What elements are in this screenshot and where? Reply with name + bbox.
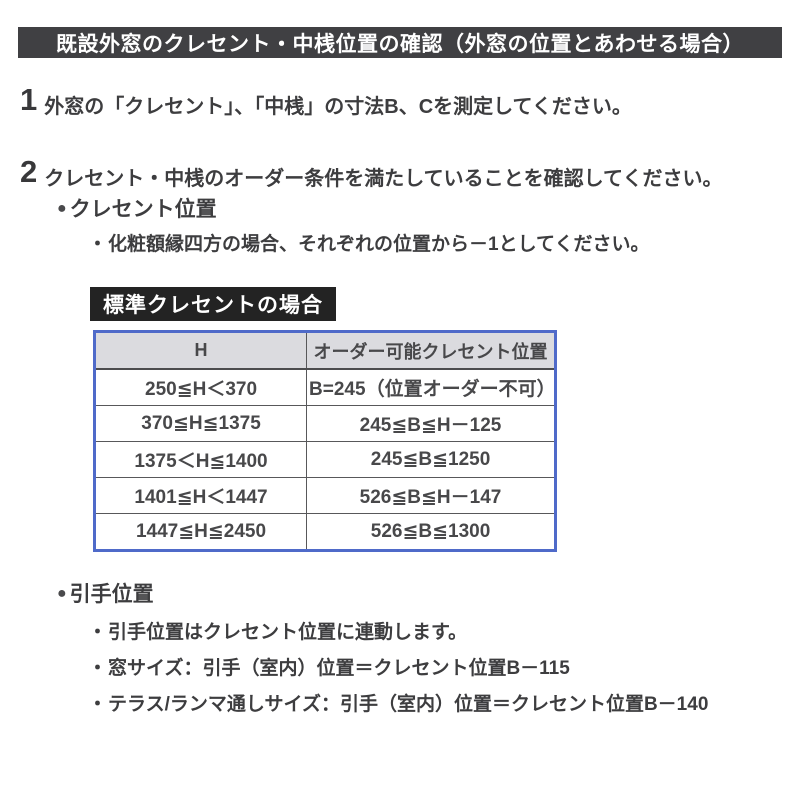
handle-note: ・引手位置はクレセント位置に連動します。 (88, 617, 467, 644)
table-row: 250≦H＜370 B=245（位置オーダー不可） (93, 368, 556, 406)
bullet-icon: ● (57, 585, 67, 602)
table-cell-order: 526≦B≦H－147 (306, 477, 556, 514)
handle-note-text: テラス/ランマ通しサイズ：引手（室内）位置＝クレセント位置B－140 (108, 694, 709, 715)
step-1: 1 外窓の「クレセント」、「中桟」の寸法B、Cを測定してください。 (20, 84, 632, 119)
table-cell-h: 370≦H≦1375 (93, 405, 308, 442)
table-cell-h: 250≦H＜370 (93, 368, 308, 406)
step-2-number: 2 (20, 154, 38, 189)
handle-note: ・窓サイズ：引手（室内）位置＝クレセント位置B－115 (88, 653, 570, 680)
step-1-text: 外窓の「クレセント」、「中桟」の寸法B、Cを測定してください。 (44, 96, 632, 118)
crescent-position-table: H オーダー可能クレセント位置 250≦H＜370 B=245（位置オーダー不可… (93, 330, 557, 552)
sub-bullet-icon: ・ (88, 622, 108, 643)
table-header-row: H オーダー可能クレセント位置 (93, 331, 556, 370)
table-header-h: H (93, 331, 308, 370)
table-header-order: オーダー可能クレセント位置 (306, 331, 556, 370)
crescent-position-note: ・化粧額縁四方の場合、それぞれの位置から－1としてください。 (88, 229, 649, 256)
table-cell-h: 1375＜H≦1400 (93, 441, 308, 478)
page-title: 既設外窓のクレセント・中桟位置の確認（外窓の位置とあわせる場合） (18, 27, 782, 58)
handle-note: ・テラス/ランマ通しサイズ：引手（室内）位置＝クレセント位置B－140 (88, 689, 708, 716)
table-row: 370≦H≦1375 245≦B≦H－125 (93, 405, 556, 442)
table-row: 1375＜H≦1400 245≦B≦1250 (93, 441, 556, 478)
standard-crescent-label: 標準クレセントの場合 (90, 287, 336, 321)
sub-bullet-icon: ・ (88, 694, 108, 715)
crescent-position-heading-label: クレセント位置 (69, 198, 217, 221)
table-cell-order: 526≦B≦1300 (306, 513, 556, 551)
handle-note-text: 窓サイズ：引手（室内）位置＝クレセント位置B－115 (108, 658, 570, 679)
table-cell-order: B=245（位置オーダー不可） (306, 368, 556, 406)
table-row: 1401≦H＜1447 526≦B≦H－147 (93, 477, 556, 514)
step-2: 2 クレセント・中桟のオーダー条件を満たしていることを確認してください。 (20, 156, 722, 191)
table-cell-h: 1401≦H＜1447 (93, 477, 308, 514)
sub-bullet-icon: ・ (88, 658, 108, 679)
handle-note-text: 引手位置はクレセント位置に連動します。 (108, 622, 468, 643)
handle-position-heading: ● 引手位置 (57, 578, 154, 608)
step-1-number: 1 (20, 82, 38, 117)
step-2-text: クレセント・中桟のオーダー条件を満たしていることを確認してください。 (44, 168, 723, 190)
crescent-position-heading: ● クレセント位置 (57, 193, 217, 223)
sub-bullet-icon: ・ (88, 234, 108, 255)
table-row: 1447≦H≦2450 526≦B≦1300 (93, 513, 556, 551)
table-cell-order: 245≦B≦1250 (306, 441, 556, 478)
crescent-position-note-text: 化粧額縁四方の場合、それぞれの位置から－1としてください。 (108, 234, 650, 255)
table-cell-order: 245≦B≦H－125 (306, 405, 556, 442)
bullet-icon: ● (57, 200, 67, 217)
handle-position-heading-label: 引手位置 (69, 583, 154, 606)
table-cell-h: 1447≦H≦2450 (93, 513, 308, 551)
